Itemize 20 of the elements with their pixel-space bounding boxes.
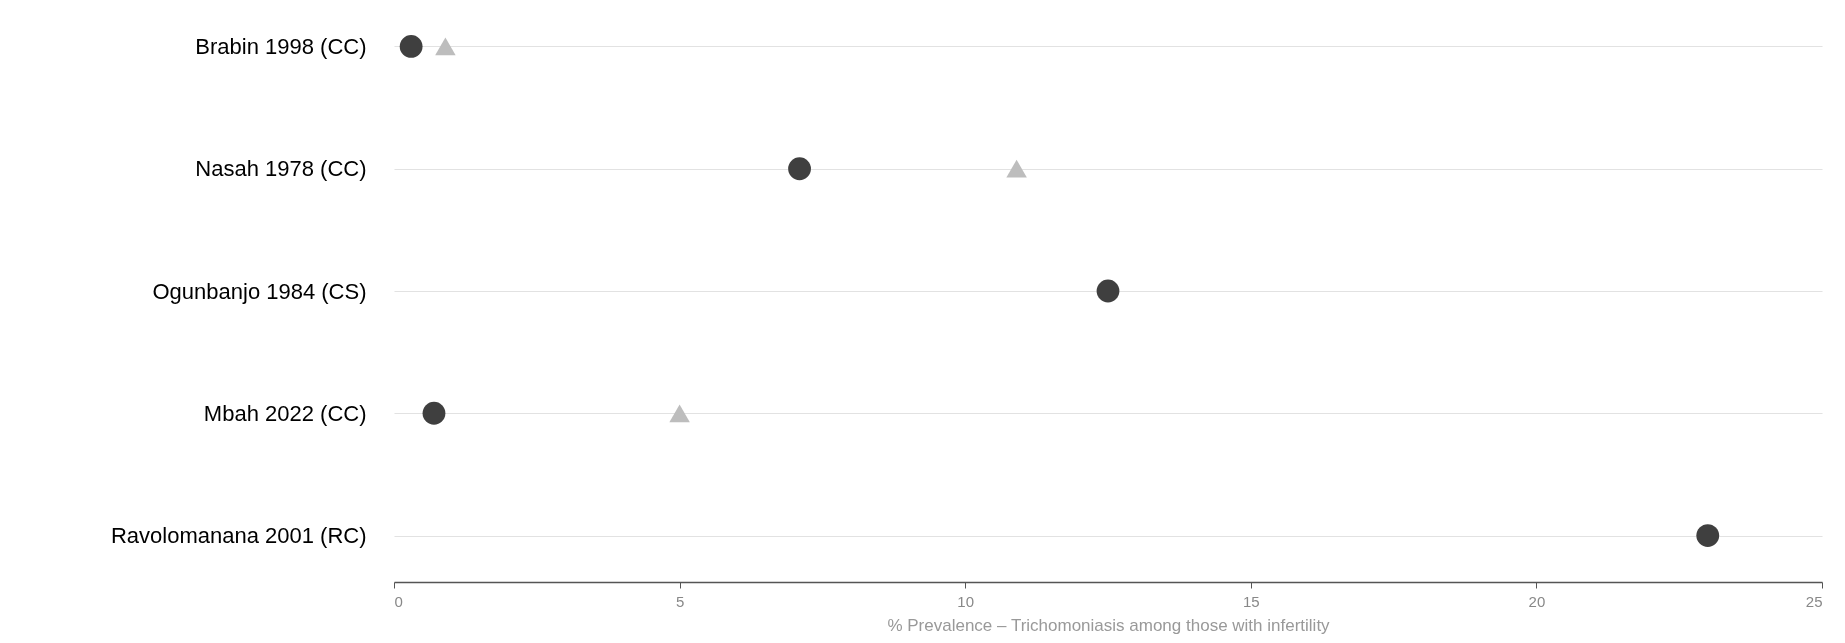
x-tick-label: 15 (1242, 592, 1260, 610)
point (422, 401, 446, 425)
point (399, 35, 423, 58)
x-tick-label: 0 (394, 592, 403, 610)
point (1696, 524, 1720, 547)
y-tick-label: Ravolomanana 2001 (RC) (110, 523, 367, 549)
y-tick-label: Nasah 1978 (CC) (195, 156, 367, 182)
point (1096, 279, 1120, 303)
point (669, 404, 690, 423)
x-axis-title: % Prevalence – Trichomoniasis among those with infertility (887, 615, 1331, 635)
x-tick-label: 25 (1805, 592, 1823, 610)
point (1006, 159, 1027, 178)
x-tick-label: 20 (1528, 592, 1546, 610)
point (788, 157, 811, 181)
y-tick-label: Ogunbanjo 1984 (CS) (152, 278, 367, 304)
point (435, 37, 456, 56)
x-tick-label: 10 (957, 592, 975, 610)
y-tick-label: Brabin 1998 (CC) (195, 33, 367, 59)
x-tick-label: 5 (675, 592, 685, 610)
y-tick-label: Mbah 2022 (CC) (203, 400, 367, 426)
